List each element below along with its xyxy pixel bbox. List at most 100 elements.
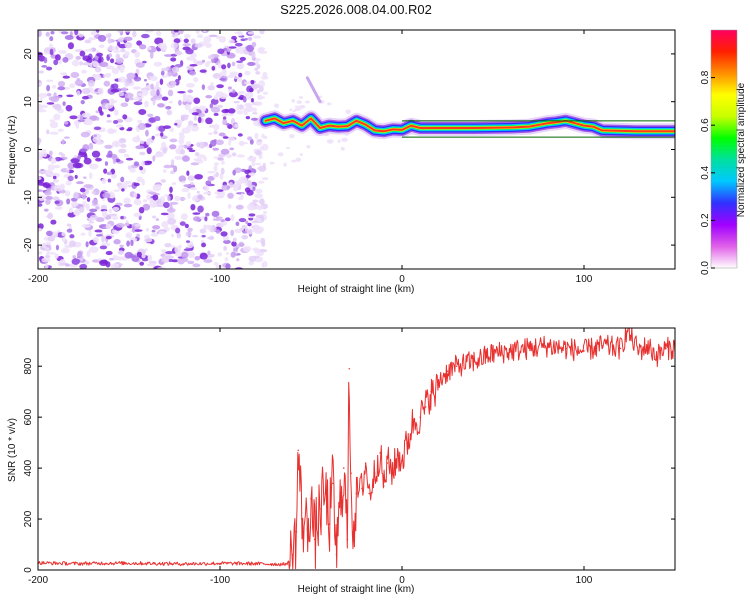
noise-blob xyxy=(99,61,109,68)
noise-blob xyxy=(38,182,48,186)
noise-blob xyxy=(123,197,131,205)
noise-blob xyxy=(119,126,125,131)
noise-blob xyxy=(98,56,102,64)
noise-blob xyxy=(192,212,201,215)
noise-blob xyxy=(207,54,215,60)
noise-blob xyxy=(222,116,227,121)
noise-blob xyxy=(109,192,116,199)
noise-blob xyxy=(85,241,89,248)
noise-blob xyxy=(340,146,345,151)
noise-blob xyxy=(180,114,190,118)
noise-blob xyxy=(132,136,141,143)
noise-blob xyxy=(171,233,175,238)
noise-blob xyxy=(112,157,117,165)
snr-x-tick-label: -200 xyxy=(28,575,48,586)
noise-blob xyxy=(141,257,149,262)
noise-blob xyxy=(291,159,297,163)
noise-blob xyxy=(157,103,165,108)
noise-blob xyxy=(86,250,91,258)
noise-blob xyxy=(75,123,80,129)
noise-blob xyxy=(228,91,238,98)
colorbar-ticks: 0.0 0.2 0.4 0.6 0.8 xyxy=(700,70,715,275)
noise-blob xyxy=(62,101,66,106)
snr-series-layer xyxy=(38,328,675,570)
noise-blob xyxy=(120,143,127,148)
noise-blob xyxy=(149,51,154,59)
noise-blob xyxy=(126,240,131,247)
snr-x-label: Height of straight line (km) xyxy=(298,584,415,595)
noise-blob xyxy=(234,228,242,234)
noise-blob xyxy=(47,164,56,171)
noise-blob xyxy=(42,169,52,175)
noise-blob xyxy=(113,49,120,54)
noise-blob xyxy=(247,31,255,35)
noise-blob xyxy=(249,157,257,163)
noise-blob xyxy=(224,108,229,113)
noise-blob xyxy=(190,125,199,132)
noise-blob xyxy=(87,79,95,87)
noise-blob xyxy=(216,104,224,108)
noise-blob xyxy=(220,231,228,237)
noise-blob xyxy=(83,157,92,165)
noise-blob xyxy=(38,170,44,174)
noise-blob xyxy=(247,180,253,188)
noise-blob xyxy=(104,102,114,109)
noise-blob xyxy=(201,84,205,90)
noise-blob xyxy=(163,125,171,129)
noise-blob xyxy=(127,127,133,131)
snr-x-tick-label: 0 xyxy=(399,575,405,586)
noise-blob xyxy=(115,256,124,261)
noise-blob xyxy=(69,115,78,120)
noise-blob xyxy=(81,192,87,200)
noise-blob xyxy=(150,203,159,208)
snr-data-point xyxy=(324,492,327,495)
noise-blob xyxy=(88,142,94,150)
snr-data-point xyxy=(110,562,112,564)
noise-blob xyxy=(103,80,111,87)
noise-blob xyxy=(193,97,201,105)
snr-data-point xyxy=(297,449,300,452)
noise-blob xyxy=(173,38,181,44)
noise-blob xyxy=(225,263,231,269)
snr-data-point xyxy=(282,563,285,566)
noise-blob xyxy=(113,109,119,116)
noise-blob xyxy=(246,189,254,196)
noise-blob xyxy=(162,147,168,154)
noise-blob xyxy=(106,171,113,176)
noise-blob xyxy=(136,176,143,183)
noise-blob xyxy=(152,194,159,201)
noise-blob xyxy=(53,59,59,66)
noise-blob xyxy=(326,102,332,106)
noise-blob xyxy=(238,72,243,78)
noise-blob xyxy=(66,198,71,205)
noise-blob xyxy=(187,241,194,249)
noise-blob xyxy=(156,30,162,37)
noise-blob xyxy=(62,156,68,160)
noise-blob xyxy=(46,84,51,92)
noise-blob xyxy=(65,104,73,112)
noise-blob xyxy=(170,80,177,86)
noise-blob xyxy=(127,184,132,188)
noise-blob xyxy=(94,73,102,81)
noise-blob xyxy=(163,54,174,57)
heatmap-noise-layer xyxy=(38,30,352,269)
noise-blob xyxy=(147,113,154,118)
noise-blob xyxy=(227,192,234,199)
noise-blob xyxy=(227,203,232,209)
snr-data-point xyxy=(182,563,185,565)
noise-blob xyxy=(299,152,303,157)
noise-blob xyxy=(215,171,219,178)
noise-blob xyxy=(64,263,70,267)
noise-blob xyxy=(193,115,198,121)
noise-blob xyxy=(167,72,173,77)
noise-blob xyxy=(220,167,225,175)
noise-blob xyxy=(143,238,153,243)
noise-blob xyxy=(146,147,152,155)
noise-blob xyxy=(109,98,115,102)
noise-blob xyxy=(295,157,302,162)
noise-blob xyxy=(161,249,167,254)
noise-blob xyxy=(167,195,171,202)
noise-blob xyxy=(99,245,108,250)
noise-blob xyxy=(205,180,212,186)
noise-blob xyxy=(143,79,147,82)
